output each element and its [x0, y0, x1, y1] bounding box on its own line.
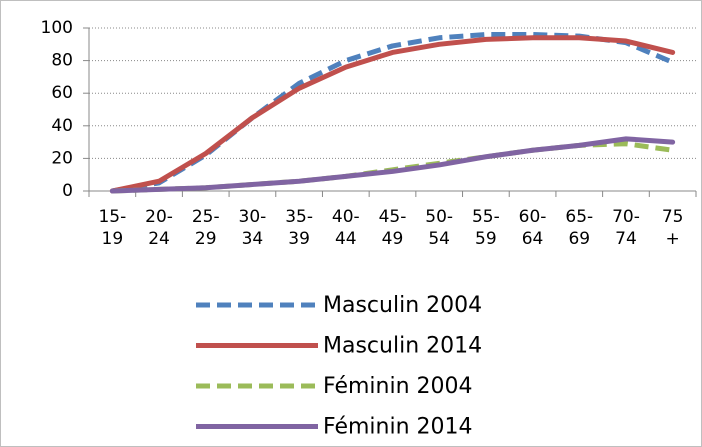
x-tick-label: 15-19: [98, 207, 127, 249]
y-tick-label: 0: [62, 181, 73, 201]
x-tick-label: 35-39: [285, 207, 313, 249]
x-tick-label: 20-24: [145, 207, 173, 249]
x-tick-label: 40-44: [331, 207, 360, 249]
y-tick-label: 100: [41, 18, 73, 38]
legend-label: Masculin 2014: [323, 334, 482, 359]
x-tick-label: 50-54: [425, 207, 454, 249]
x-tick-label: 30-34: [238, 207, 267, 249]
x-tick-label: 45-49: [378, 207, 407, 249]
y-tick-label: 60: [51, 83, 73, 103]
series-line: [109, 35, 676, 194]
legend-label: Féminin 2004: [323, 374, 473, 399]
x-tick-label: 70-74: [612, 207, 640, 249]
x-tick-label: 60-64: [518, 207, 547, 249]
x-tick-label: 25-29: [191, 207, 220, 249]
series-line: [112, 141, 673, 194]
y-tick-label: 40: [51, 116, 73, 136]
y-tick-label: 20: [51, 148, 73, 168]
legend-label: Féminin 2014: [323, 415, 473, 440]
legend-label: Masculin 2004: [323, 293, 482, 318]
series-line: [109, 136, 676, 194]
x-tick-label: 65-69: [565, 207, 594, 249]
y-tick-label: 80: [51, 51, 73, 71]
x-tick-label: 55-59: [471, 207, 500, 249]
x-tick-label: 75 +: [661, 207, 684, 249]
